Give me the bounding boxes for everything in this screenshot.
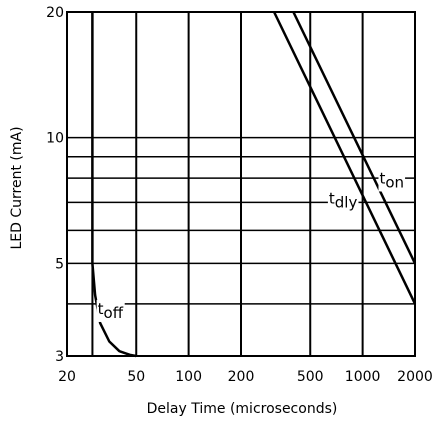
curves xyxy=(91,11,417,358)
y-tick-label: 3 xyxy=(55,349,64,365)
y-tick-label: 20 xyxy=(46,5,64,21)
y-tick-label: 10 xyxy=(46,131,64,147)
tdly-label: tdly xyxy=(329,190,358,212)
x-tick-label: 20 xyxy=(58,369,76,385)
toff-label-main: t xyxy=(98,300,104,318)
x-tick-label: 2000 xyxy=(397,369,433,385)
toff-curve xyxy=(91,12,137,358)
ton-label-main: t xyxy=(379,169,385,187)
tdly-label-sub: dly xyxy=(335,194,358,212)
x-tick-label: 200 xyxy=(228,369,255,385)
toff-label-sub: off xyxy=(104,304,124,322)
x-tick-label: 50 xyxy=(127,369,145,385)
toff-label-background xyxy=(96,299,125,322)
x-tick-labels: 20 50 100 200 500 1000 2000 xyxy=(58,369,433,385)
ton-label-background xyxy=(378,169,406,192)
ton-curve xyxy=(292,11,417,264)
y-axis-label: LED Current (mA) xyxy=(9,126,25,249)
x-tick-label: 1000 xyxy=(345,369,381,385)
x-axis-label: Delay Time (microseconds) xyxy=(147,401,338,417)
y-tick-label: 5 xyxy=(55,256,64,272)
y-tick-labels: 3 5 10 20 xyxy=(46,5,64,365)
ton-label: ton xyxy=(379,169,404,191)
x-tick-label: 100 xyxy=(175,369,202,385)
ton-label-sub: on xyxy=(385,173,404,191)
x-tick-label: 500 xyxy=(297,369,324,385)
plot-frame xyxy=(66,11,416,357)
tdly-curve xyxy=(272,11,417,305)
toff-label: toff xyxy=(98,300,124,322)
tdly-label-background xyxy=(327,189,359,212)
tdly-label-main: t xyxy=(329,190,335,208)
